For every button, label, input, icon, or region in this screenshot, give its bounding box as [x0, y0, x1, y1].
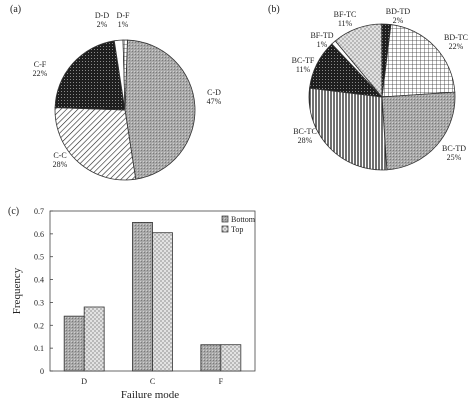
y-tick-label: 0.2	[34, 321, 44, 330]
legend-swatch-bottom	[221, 215, 229, 223]
pie-slice-c-f	[54, 40, 126, 111]
pie-chart-a: C-D47% C-C28% C-F22% D-D2% D-F1%	[33, 11, 222, 181]
y-axis-title: Frequency	[11, 267, 23, 314]
slice-percent: 11%	[338, 19, 353, 28]
legend-label-bottom: Bottom	[231, 215, 256, 224]
bars	[63, 222, 242, 372]
slice-label: BF-TC	[334, 10, 357, 19]
slice-label: C-D	[207, 88, 221, 97]
bar-bottom-d	[63, 315, 85, 372]
slice-percent: 2%	[393, 16, 404, 25]
bar-top-c	[152, 232, 173, 372]
pie-slice-bc-tc	[308, 87, 388, 171]
panel-label-a: (a)	[10, 4, 21, 15]
slice-percent: 11%	[296, 65, 311, 74]
y-tick-label: 0.1	[34, 344, 44, 353]
slice-label: C-F	[34, 60, 47, 69]
slice-percent: 47%	[207, 97, 222, 106]
bar-bottom-c	[132, 222, 153, 372]
pie-slice-d-f	[122, 39, 128, 111]
bar-bottom-f	[200, 344, 222, 372]
legend-label-top: Top	[231, 225, 243, 234]
y-tick-label: 0.4	[34, 276, 44, 285]
slice-percent: 1%	[317, 40, 328, 49]
pie-slice-bd-tc	[381, 24, 456, 98]
x-tick-label: F	[219, 377, 224, 386]
slice-percent: 2%	[97, 20, 108, 29]
slice-label: BC-TF	[292, 56, 315, 65]
bar-top-f	[220, 344, 242, 372]
pie-slice-bc-td	[381, 91, 456, 171]
x-axis-title: Failure mode	[121, 389, 179, 401]
y-tick-label: 0.3	[34, 298, 44, 307]
pie-chart-b: BD-TC22%BC-TD25%BC-TC28%BC-TF11%BF-TD1%B…	[292, 7, 468, 171]
pie-slice-c-c	[54, 107, 137, 181]
y-tick-label: 0	[40, 367, 44, 376]
slice-label: BC-TD	[442, 144, 466, 153]
slice-label: BC-TC	[293, 127, 317, 136]
slice-label: BD-TD	[386, 7, 411, 16]
slice-percent: 25%	[447, 153, 462, 162]
slice-label: C-C	[53, 151, 66, 160]
x-tick-label: D	[81, 377, 87, 386]
slice-percent: 28%	[298, 136, 313, 145]
bar-chart-c: Frequency Failure mode 00.10.20.30.40.50…	[11, 207, 256, 401]
slice-percent: 28%	[53, 160, 68, 169]
pie-slice-bd-td	[381, 23, 392, 98]
pie-slice-c-d	[124, 39, 196, 180]
panel-label-b: (b)	[268, 4, 280, 15]
y-ticks: 0 0.1 0.2 0.3 0.4 0.5 0.6 0.7	[34, 207, 53, 376]
x-tick-label: C	[150, 377, 155, 386]
slice-percent: 1%	[118, 20, 129, 29]
legend-swatch-top	[221, 225, 229, 233]
y-tick-label: 0.5	[34, 253, 44, 262]
slice-label: D-D	[95, 11, 109, 20]
slice-label: D-F	[117, 11, 130, 20]
y-tick-label: 0.6	[34, 230, 44, 239]
y-tick-label: 0.7	[34, 207, 44, 216]
slice-percent: 22%	[33, 69, 48, 78]
slice-label: BF-TD	[310, 31, 333, 40]
panel-label-c: (c)	[8, 206, 19, 217]
bar-top-d	[83, 306, 105, 372]
slice-percent: 22%	[449, 42, 464, 51]
slice-label: BD-TC	[444, 33, 468, 42]
